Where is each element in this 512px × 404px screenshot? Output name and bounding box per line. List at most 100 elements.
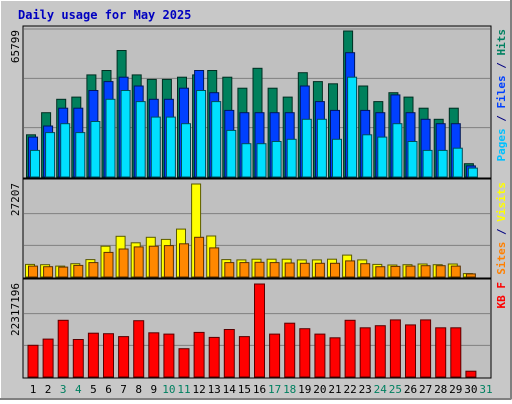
bar-pages-day-13 xyxy=(211,101,222,178)
bar-sites-day-9 xyxy=(148,245,159,278)
bar-sites-day-22 xyxy=(345,260,356,278)
bar-kb-f-day-26 xyxy=(405,324,416,378)
bar-pages-day-28 xyxy=(437,149,448,178)
bar-pages-day-15 xyxy=(241,143,252,178)
bar-kb-f-day-4 xyxy=(72,339,84,378)
x-tick-label-day-16: 16 xyxy=(253,383,266,396)
legend-label: Sites / Visits xyxy=(495,182,508,275)
bar-sites-day-2 xyxy=(43,266,54,278)
bar-kb-f-day-11 xyxy=(178,348,190,378)
bar-sites-day-16 xyxy=(254,261,265,278)
bar-sites-day-3 xyxy=(58,266,69,278)
x-tick-label-day-30: 30 xyxy=(464,383,477,396)
bar-sites-day-29 xyxy=(450,265,461,278)
bar-pages-day-2 xyxy=(45,132,56,178)
x-tick-label-day-1: 1 xyxy=(30,383,37,396)
bar-sites-day-28 xyxy=(435,265,446,278)
x-tick-label-day-17: 17 xyxy=(268,383,281,396)
x-tick-label-day-8: 8 xyxy=(135,383,142,396)
x-tick-label-day-11: 11 xyxy=(177,383,190,396)
legend-item: Pages xyxy=(495,128,508,161)
bar-sites-day-8 xyxy=(133,246,144,278)
x-tick-label-day-20: 20 xyxy=(313,383,326,396)
legend-label: Pages / Files / Hits xyxy=(495,29,508,162)
bar-kb-f-day-9 xyxy=(148,332,160,378)
bar-pages-day-7 xyxy=(120,90,131,178)
x-tick-label-day-23: 23 xyxy=(359,383,372,396)
x-tick-label-day-3: 3 xyxy=(60,383,67,396)
x-tick-label-day-29: 29 xyxy=(449,383,462,396)
x-tick-label-day-28: 28 xyxy=(434,383,447,396)
bar-kb-f-day-3 xyxy=(57,319,69,378)
bar-pages-day-18 xyxy=(286,138,297,178)
bar-pages-day-17 xyxy=(271,141,282,178)
panels-layer: 65799 Pages / Files / Hits 27207 Sites / Vi… xyxy=(9,25,508,379)
series-kb-f xyxy=(27,283,477,378)
bar-pages-day-22 xyxy=(347,76,358,178)
bar-sites-day-15 xyxy=(239,262,250,278)
panel-kbytes: 22317196 KB F xyxy=(9,278,508,379)
x-tick-label-day-21: 21 xyxy=(328,383,341,396)
x-tick-label-day-13: 13 xyxy=(208,383,221,396)
y-max-label: 65799 xyxy=(9,30,22,63)
bar-sites-day-18 xyxy=(284,262,295,278)
bar-sites-day-27 xyxy=(420,265,431,278)
y-max-label: 22317196 xyxy=(9,283,22,336)
bar-kb-f-day-2 xyxy=(42,338,54,378)
bar-pages-day-11 xyxy=(181,123,191,178)
bar-sites-day-21 xyxy=(330,262,340,278)
x-tick-label-day-14: 14 xyxy=(223,383,237,396)
bar-kb-f-day-5 xyxy=(87,332,99,378)
bar-pages-day-26 xyxy=(407,141,418,178)
bar-kb-f-day-7 xyxy=(118,336,130,378)
x-tick-label-day-4: 4 xyxy=(75,383,82,396)
x-tick-label-day-19: 19 xyxy=(298,383,311,396)
bar-kb-f-day-15 xyxy=(238,336,250,378)
bar-sites-day-24 xyxy=(375,266,386,278)
bar-pages-day-20 xyxy=(316,118,327,178)
panel-visits-sites: 27207 Sites / Visits xyxy=(9,178,508,279)
bar-pages-day-5 xyxy=(90,121,101,178)
bar-pages-day-25 xyxy=(392,123,403,178)
chart-title: Daily usage for May 2025 xyxy=(18,8,191,22)
x-tick-label-day-25: 25 xyxy=(389,383,402,396)
bar-pages-day-10 xyxy=(165,116,176,178)
x-tick-label-day-12: 12 xyxy=(192,383,205,396)
bar-kb-f-day-25 xyxy=(389,319,401,378)
bar-kb-f-day-21 xyxy=(329,337,341,378)
bar-sites-day-11 xyxy=(179,243,189,278)
bar-kb-f-day-28 xyxy=(435,327,447,378)
bar-pages-day-14 xyxy=(226,129,237,178)
bar-sites-day-30 xyxy=(465,273,476,278)
bar-kb-f-day-18 xyxy=(284,322,296,378)
bar-pages-day-27 xyxy=(422,149,433,178)
x-tick-label-day-26: 26 xyxy=(404,383,417,396)
bar-kb-f-day-29 xyxy=(450,327,462,378)
bar-kb-f-day-6 xyxy=(103,333,114,378)
legend-label: KB F xyxy=(495,282,508,309)
bar-pages-day-30 xyxy=(467,167,478,178)
bar-sites-day-19 xyxy=(299,262,310,278)
bar-pages-day-3 xyxy=(60,123,71,178)
x-tick-label-day-10: 10 xyxy=(162,383,175,396)
x-tick-label-day-7: 7 xyxy=(120,383,127,396)
bar-pages-day-16 xyxy=(256,143,267,178)
x-tick-label-day-27: 27 xyxy=(419,383,432,396)
legend-item: / xyxy=(495,56,508,76)
x-tick-label-day-9: 9 xyxy=(150,383,157,396)
x-tick-label-day-24: 24 xyxy=(374,383,388,396)
bar-kb-f-day-16 xyxy=(254,283,265,378)
legend-item: Sites xyxy=(495,242,508,275)
x-tick-label-day-2: 2 xyxy=(45,383,52,396)
bar-sites-day-20 xyxy=(314,262,325,278)
x-tick-label-day-18: 18 xyxy=(283,383,296,396)
bar-kb-f-day-1 xyxy=(27,344,39,378)
bar-kb-f-day-17 xyxy=(269,333,281,378)
bar-kb-f-day-20 xyxy=(314,333,326,378)
bar-sites-day-25 xyxy=(390,265,401,278)
bar-sites-day-6 xyxy=(103,251,114,278)
bar-sites-day-5 xyxy=(88,262,99,278)
legend-item: / xyxy=(495,222,508,242)
